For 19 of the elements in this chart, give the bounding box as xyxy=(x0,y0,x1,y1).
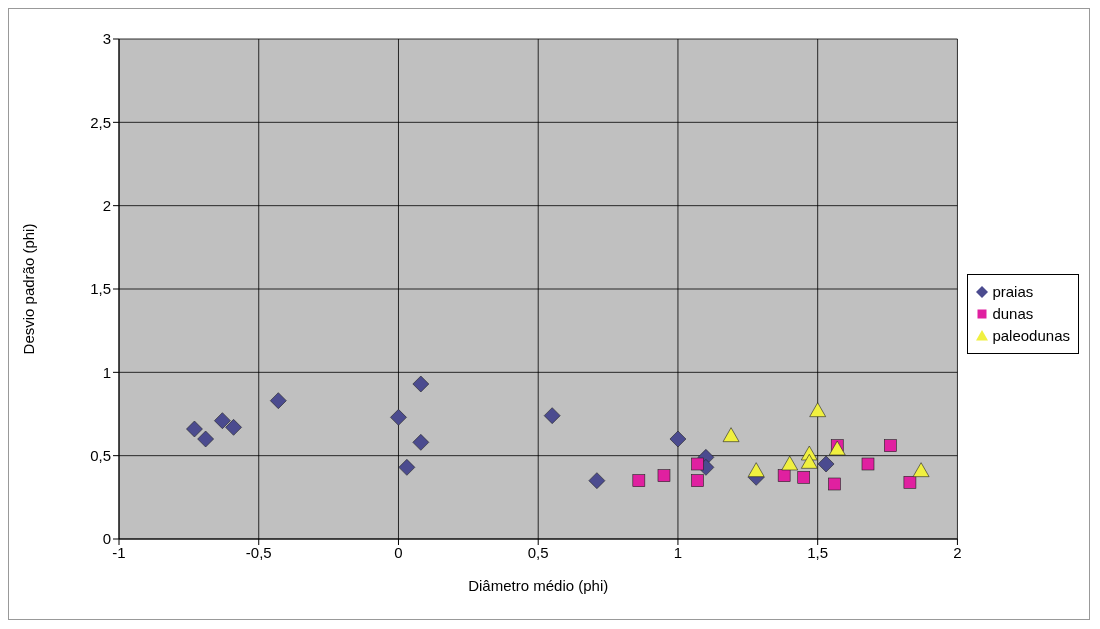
y-tick-label: 1,5 xyxy=(90,280,111,298)
x-tick-label: 0 xyxy=(394,543,403,561)
y-axis-title: Desvio padrão (phi) xyxy=(20,223,38,355)
x-tick-label: 1 xyxy=(673,543,683,561)
legend-label: praias xyxy=(992,282,1034,302)
x-tick-label: 2 xyxy=(953,543,962,561)
y-tick-label: 0,5 xyxy=(90,446,111,464)
y-tick-label: 0 xyxy=(102,530,111,548)
legend-label: dunas xyxy=(992,304,1034,324)
y-tick-label: 2,5 xyxy=(90,113,111,131)
legend-label: paleodunas xyxy=(992,326,1070,346)
y-tick-label: 3 xyxy=(102,30,111,48)
x-tick-label: -0,5 xyxy=(245,543,272,561)
x-tick-label: 0,5 xyxy=(527,543,549,561)
x-axis-title: Diâmetro médio (phi) xyxy=(468,577,609,594)
x-tick-label: -1 xyxy=(112,543,126,561)
y-tick-label: 2 xyxy=(102,196,111,214)
y-tick-label: 1 xyxy=(102,363,111,381)
x-tick-label: 1,5 xyxy=(807,543,829,561)
